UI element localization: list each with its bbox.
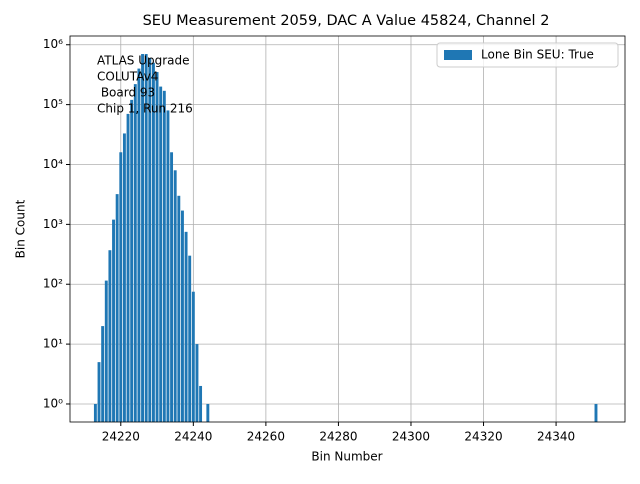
bar (97, 362, 101, 422)
annotation: Chip 1, Run 216 (97, 102, 193, 116)
bar (104, 280, 108, 422)
bar (141, 54, 144, 422)
x-tick-label: 24240 (174, 430, 212, 444)
bar (108, 250, 112, 422)
bar (159, 86, 163, 422)
bar (101, 326, 105, 422)
legend-label: Lone Bin SEU: True (481, 48, 594, 62)
bar (155, 72, 159, 422)
y-tick-label: 10⁶ (43, 37, 63, 51)
bar (166, 110, 170, 422)
bar (195, 344, 199, 422)
bar (191, 291, 195, 422)
bar (137, 68, 141, 422)
y-tick-label: 10² (43, 277, 63, 291)
x-tick-label: 24280 (319, 430, 357, 444)
bar (173, 170, 177, 422)
legend-swatch (444, 50, 472, 60)
bar (130, 99, 134, 423)
bar (594, 403, 598, 422)
bar (119, 152, 123, 422)
x-tick-label: 24260 (247, 430, 285, 444)
bar (112, 219, 115, 422)
bar (151, 62, 155, 423)
chart-title: SEU Measurement 2059, DAC A Value 45824,… (143, 13, 550, 29)
y-tick-label: 10³ (43, 217, 63, 231)
bar (206, 403, 210, 422)
annotation: Board 93 (97, 86, 155, 100)
bar (177, 195, 181, 422)
bar (184, 231, 188, 422)
y-tick-label: 10¹ (43, 337, 63, 351)
bar (133, 84, 137, 422)
bar (148, 58, 152, 423)
y-axis-label: Bin Count (14, 199, 28, 258)
bar (126, 113, 130, 422)
bar (170, 152, 174, 422)
x-axis-label: Bin Number (311, 450, 382, 464)
bar (188, 255, 192, 422)
bar (162, 90, 166, 422)
bar (199, 385, 203, 422)
x-tick-label: 24320 (464, 430, 502, 444)
legend-box (436, 42, 619, 68)
bar (144, 54, 148, 422)
plot-frame (69, 35, 626, 423)
x-tick-label: 24340 (537, 430, 575, 444)
bar (115, 194, 119, 422)
annotation: COLUTAv4 (97, 70, 158, 84)
x-tick-label: 24220 (102, 430, 140, 444)
y-tick-label: 10⁰ (43, 396, 63, 410)
y-tick-label: 10⁵ (43, 97, 63, 111)
x-tick-label: 24300 (392, 430, 430, 444)
bar (93, 403, 97, 422)
bar (122, 133, 126, 422)
annotation: ATLAS Upgrade (97, 54, 190, 68)
bar (181, 210, 184, 422)
y-tick-label: 10⁴ (43, 157, 63, 171)
